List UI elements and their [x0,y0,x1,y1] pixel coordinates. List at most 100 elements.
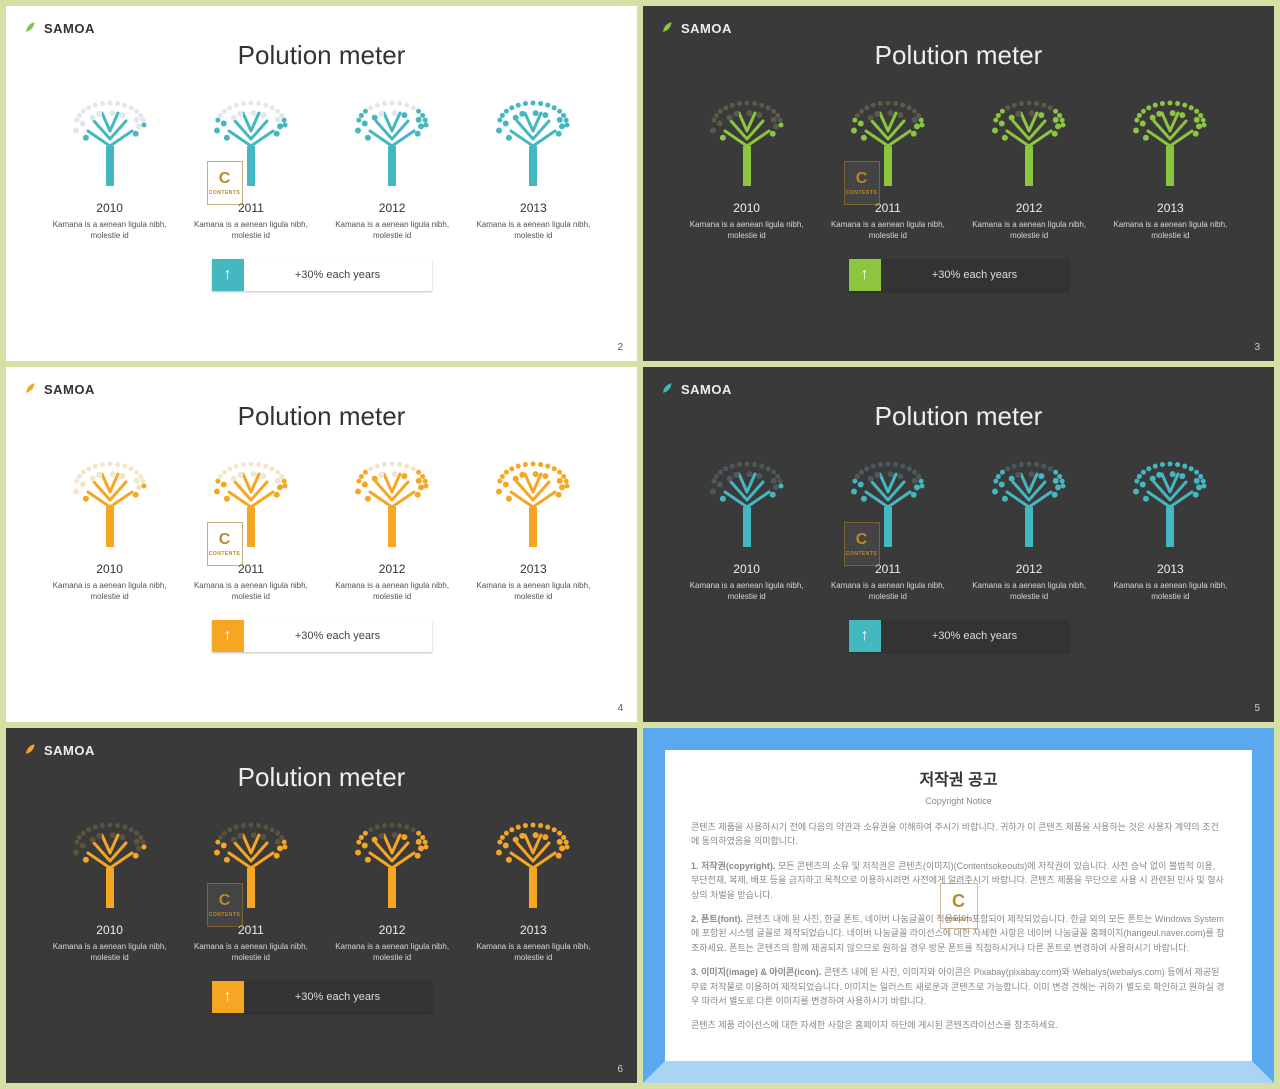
tree-icon [337,813,447,913]
tree-column: 2010 Kamana is a aenean ligula nibh, mol… [46,91,173,241]
leaf-icon [24,20,38,37]
slide-title: Polution meter [643,40,1274,71]
template-slide: SAMOA Polution meter 2010 Kamana is a ae… [6,367,637,722]
tree-column: 2012 Kamana is a aenean ligula nibh, mol… [966,91,1093,241]
year-desc: Kamana is a aenean ligula nibh, molestie… [50,580,170,602]
slide-title: Polution meter [6,401,637,432]
year-label: 2010 [96,201,123,215]
year-desc: Kamana is a aenean ligula nibh, molestie… [473,219,593,241]
year-label: 2012 [1016,201,1043,215]
growth-badge: ↑ +30% each years [212,981,432,1013]
page-number: 6 [617,1064,623,1075]
leaf-icon [24,381,38,398]
slide-title: Polution meter [6,762,637,793]
year-desc: Kamana is a aenean ligula nibh, molestie… [828,580,948,602]
template-slide: SAMOA Polution meter 2010 Kamana is a ae… [6,6,637,361]
template-slide: SAMOA Polution meter 2010 Kamana is a ae… [6,728,637,1083]
year-desc: Kamana is a aenean ligula nibh, molestie… [473,941,593,963]
brand-text: SAMOA [44,382,95,397]
tree-icon [692,452,802,552]
year-label: 2012 [379,201,406,215]
slide-title: Polution meter [643,401,1274,432]
brand-text: SAMOA [44,21,95,36]
year-desc: Kamana is a aenean ligula nibh, molestie… [191,941,311,963]
tree-icon [55,452,165,552]
copyright-intro: 콘텐츠 제품을 사용하시기 전에 다음의 약관과 소유권을 이해하여 주시기 바… [691,820,1226,849]
year-desc: Kamana is a aenean ligula nibh, molestie… [191,219,311,241]
copyright-slide: 저작권 공고 Copyright Notice 콘텐츠 제품을 사용하시기 전에… [643,728,1274,1083]
year-desc: Kamana is a aenean ligula nibh, molestie… [687,219,807,241]
tree-column: 2010 Kamana is a aenean ligula nibh, mol… [683,452,810,602]
copyright-subtitle: Copyright Notice [691,794,1226,808]
year-desc: Kamana is a aenean ligula nibh, molestie… [828,219,948,241]
tree-column: 2013 Kamana is a aenean ligula nibh, mol… [470,813,597,963]
year-label: 2013 [1157,201,1184,215]
brand-logo: SAMOA [661,20,732,37]
year-desc: Kamana is a aenean ligula nibh, molestie… [332,580,452,602]
year-label: 2013 [520,201,547,215]
brand-text: SAMOA [681,382,732,397]
year-desc: Kamana is a aenean ligula nibh, molestie… [687,580,807,602]
watermark-badge: C CONTENTS [844,522,880,566]
leaf-icon [661,20,675,37]
growth-badge: ↑ +30% each years [212,259,432,291]
tree-column: 2010 Kamana is a aenean ligula nibh, mol… [46,452,173,602]
growth-label: +30% each years [244,259,432,291]
tree-icon [55,813,165,913]
tree-column: 2012 Kamana is a aenean ligula nibh, mol… [329,452,456,602]
arrow-up-icon: ↑ [212,259,244,291]
tree-column: 2013 Kamana is a aenean ligula nibh, mol… [1107,91,1234,241]
tree-column: 2013 Kamana is a aenean ligula nibh, mol… [1107,452,1234,602]
year-desc: Kamana is a aenean ligula nibh, molestie… [969,219,1089,241]
page-number: 4 [617,703,623,714]
year-label: 2012 [1016,562,1043,576]
tree-row: 2010 Kamana is a aenean ligula nibh, mol… [643,452,1274,602]
template-slide: SAMOA Polution meter 2010 Kamana is a ae… [643,367,1274,722]
tree-icon [337,452,447,552]
brand-logo: SAMOA [24,381,95,398]
year-label: 2013 [520,562,547,576]
year-desc: Kamana is a aenean ligula nibh, molestie… [969,580,1089,602]
tree-column: 2012 Kamana is a aenean ligula nibh, mol… [966,452,1093,602]
year-desc: Kamana is a aenean ligula nibh, molestie… [473,580,593,602]
growth-badge: ↑ +30% each years [212,620,432,652]
growth-badge: ↑ +30% each years [849,620,1069,652]
year-label: 2012 [379,923,406,937]
year-desc: Kamana is a aenean ligula nibh, molestie… [1110,219,1230,241]
watermark-badge: C CONTENTS [207,161,243,205]
tree-row: 2010 Kamana is a aenean ligula nibh, mol… [6,91,637,241]
growth-label: +30% each years [881,620,1069,652]
copyright-footer: 콘텐츠 제품 라이선스에 대한 자세한 사항은 홈페이지 하단에 게시된 콘텐츠… [691,1018,1226,1032]
tree-icon [337,91,447,191]
growth-badge: ↑ +30% each years [849,259,1069,291]
arrow-up-icon: ↑ [849,620,881,652]
page-number: 3 [1254,342,1260,353]
year-desc: Kamana is a aenean ligula nibh, molestie… [191,580,311,602]
brand-text: SAMOA [44,743,95,758]
brand-text: SAMOA [681,21,732,36]
year-label: 2012 [379,562,406,576]
year-desc: Kamana is a aenean ligula nibh, molestie… [332,941,452,963]
year-label: 2010 [733,201,760,215]
tree-column: 2012 Kamana is a aenean ligula nibh, mol… [329,91,456,241]
tree-row: 2010 Kamana is a aenean ligula nibh, mol… [6,813,637,963]
copyright-title: 저작권 공고 [691,768,1226,794]
tree-icon [478,91,588,191]
tree-column: 2010 Kamana is a aenean ligula nibh, mol… [46,813,173,963]
growth-label: +30% each years [244,620,432,652]
year-label: 2013 [1157,562,1184,576]
year-desc: Kamana is a aenean ligula nibh, molestie… [1110,580,1230,602]
tree-icon [478,452,588,552]
tree-column: 2013 Kamana is a aenean ligula nibh, mol… [470,91,597,241]
watermark-badge: C CONTENTS [940,883,978,929]
watermark-badge: C CONTENTS [844,161,880,205]
watermark-badge: C CONTENTS [207,522,243,566]
arrow-up-icon: ↑ [212,981,244,1013]
tree-icon [974,91,1084,191]
growth-label: +30% each years [244,981,432,1013]
year-label: 2010 [733,562,760,576]
tree-column: 2010 Kamana is a aenean ligula nibh, mol… [683,91,810,241]
page-number: 5 [1254,703,1260,714]
growth-label: +30% each years [881,259,1069,291]
tree-icon [692,91,802,191]
